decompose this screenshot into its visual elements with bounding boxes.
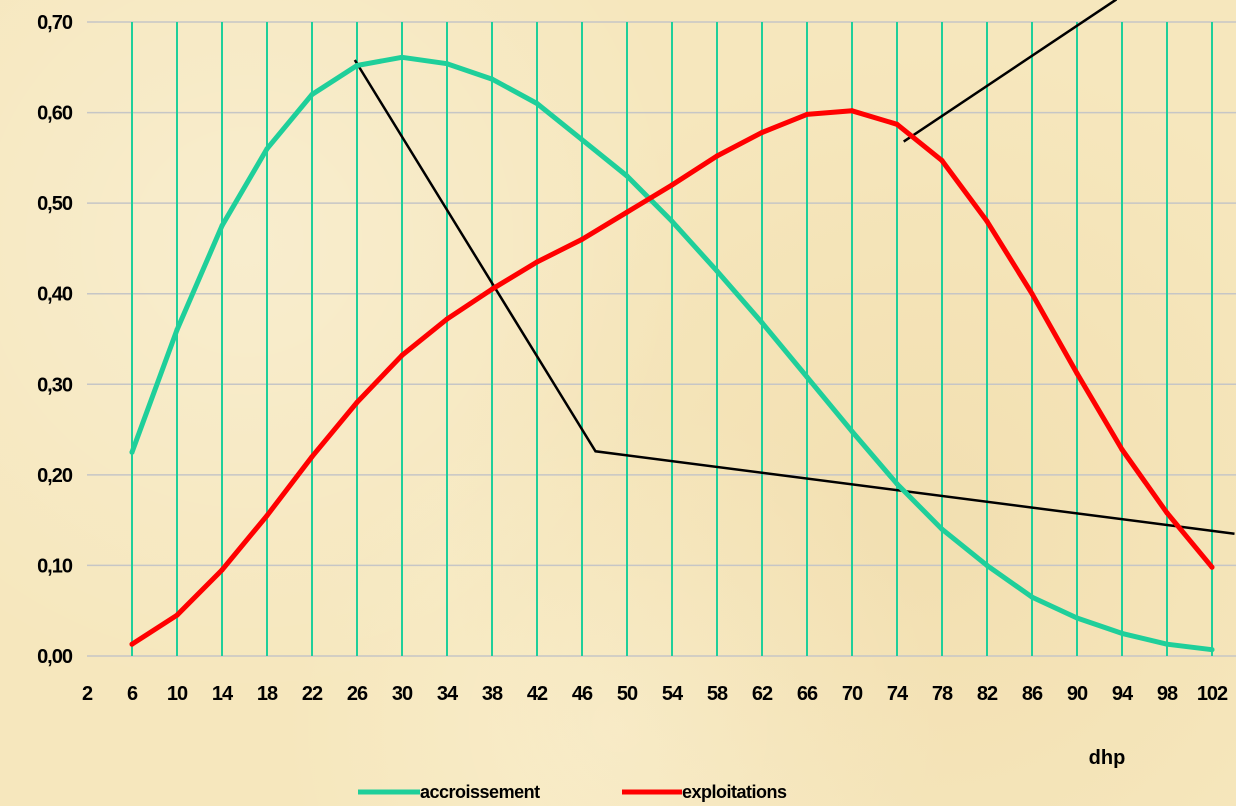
data-point-exploitations (129, 641, 135, 647)
x-tick-label: 10 (167, 683, 188, 705)
data-point-accroissement (1164, 641, 1170, 647)
data-point-exploitations (669, 182, 675, 188)
x-tick-label: 98 (1157, 683, 1178, 705)
data-point-accroissement (534, 101, 540, 107)
x-tick-label: 30 (392, 683, 413, 705)
x-tick-label: 90 (1067, 683, 1088, 705)
x-tick-label: 66 (797, 683, 818, 705)
data-point-accroissement (1029, 594, 1035, 600)
legend-label-accroissement: accroissement (420, 782, 540, 802)
data-point-accroissement (174, 327, 180, 333)
x-tick-label: 70 (842, 683, 863, 705)
data-point-exploitations (264, 513, 270, 519)
data-point-exploitations (219, 567, 225, 573)
y-axis-tick-labels: 0,00 0,10 0,20 0,30 0,40 0,50 0,60 0,70 (37, 12, 74, 668)
y-tick-label: 0,60 (37, 103, 73, 125)
y-tick-label: 0,50 (37, 193, 73, 215)
x-tick-label: 26 (347, 683, 368, 705)
data-point-accroissement (354, 62, 360, 68)
data-point-exploitations (759, 129, 765, 135)
data-point-accroissement (219, 223, 225, 229)
x-tick-label: 46 (572, 683, 593, 705)
data-point-accroissement (444, 61, 450, 67)
data-point-exploitations (849, 108, 855, 114)
data-point-accroissement (129, 449, 135, 455)
data-point-exploitations (534, 259, 540, 265)
x-axis-title: dhp (1089, 747, 1126, 769)
y-tick-label: 0,10 (37, 555, 73, 577)
x-axis-tick-labels: 2 6 10 14 18 22 26 30 34 38 42 46 50 54 58 62 66 70 74 78 82… (82, 683, 1229, 705)
x-tick-label: 6 (127, 683, 138, 705)
data-point-accroissement (1119, 630, 1125, 636)
data-point-accroissement (579, 137, 585, 143)
data-point-accroissement (309, 91, 315, 97)
data-point-accroissement (894, 481, 900, 487)
data-point-exploitations (894, 121, 900, 127)
x-tick-label: 50 (617, 683, 638, 705)
legend-label-exploitations: exploitations (682, 782, 787, 802)
data-point-exploitations (939, 158, 945, 164)
vertical-gridlines (131, 22, 1213, 656)
y-tick-label: 0,70 (37, 12, 73, 34)
x-tick-label: 74 (887, 683, 909, 705)
data-point-accroissement (1209, 647, 1215, 653)
data-point-exploitations (804, 111, 810, 117)
data-point-accroissement (624, 173, 630, 179)
series-lines (129, 54, 1215, 653)
y-tick-label: 0,00 (37, 646, 73, 668)
x-tick-label: 58 (707, 683, 728, 705)
annotation-line (903, 0, 1118, 143)
data-point-accroissement (714, 268, 720, 274)
data-point-accroissement (984, 562, 990, 568)
data-point-exploitations (174, 612, 180, 618)
x-tick-label: 2 (82, 683, 93, 705)
annotation-lines (353, 0, 1235, 535)
legend: accroissement exploitations (358, 782, 788, 802)
data-point-accroissement (804, 374, 810, 380)
x-tick-label: 38 (482, 683, 503, 705)
data-point-accroissement (669, 218, 675, 224)
data-point-exploitations (1164, 510, 1170, 516)
x-tick-label: 82 (977, 683, 998, 705)
data-point-exploitations (1074, 370, 1080, 376)
data-point-accroissement (399, 54, 405, 60)
data-point-accroissement (264, 146, 270, 152)
data-point-accroissement (759, 320, 765, 326)
x-tick-label: 54 (662, 683, 684, 705)
x-tick-label: 22 (302, 683, 323, 705)
data-point-accroissement (489, 76, 495, 82)
data-point-exploitations (1119, 446, 1125, 452)
data-point-accroissement (939, 526, 945, 532)
data-point-accroissement (1074, 615, 1080, 621)
annotation-line (353, 59, 1235, 535)
x-tick-label: 18 (257, 683, 278, 705)
data-point-accroissement (849, 428, 855, 434)
data-point-exploitations (309, 454, 315, 460)
data-point-exploitations (399, 352, 405, 358)
data-point-exploitations (984, 218, 990, 224)
data-point-exploitations (579, 236, 585, 242)
x-tick-label: 42 (527, 683, 548, 705)
x-tick-label: 78 (932, 683, 953, 705)
horizontal-gridlines (87, 21, 1236, 657)
x-tick-label: 14 (212, 683, 234, 705)
data-point-exploitations (1209, 564, 1215, 570)
data-point-exploitations (624, 209, 630, 215)
x-tick-label: 94 (1112, 683, 1134, 705)
data-point-exploitations (1029, 291, 1035, 297)
x-tick-label: 62 (752, 683, 773, 705)
data-point-exploitations (714, 153, 720, 159)
x-tick-label: 86 (1022, 683, 1043, 705)
x-tick-label: 34 (437, 683, 459, 705)
data-point-exploitations (444, 316, 450, 322)
y-tick-label: 0,20 (37, 465, 73, 487)
y-tick-label: 0,30 (37, 374, 73, 396)
data-point-exploitations (354, 399, 360, 405)
y-tick-label: 0,40 (37, 284, 73, 306)
data-point-exploitations (489, 286, 495, 292)
x-tick-label: 102 (1197, 683, 1228, 705)
